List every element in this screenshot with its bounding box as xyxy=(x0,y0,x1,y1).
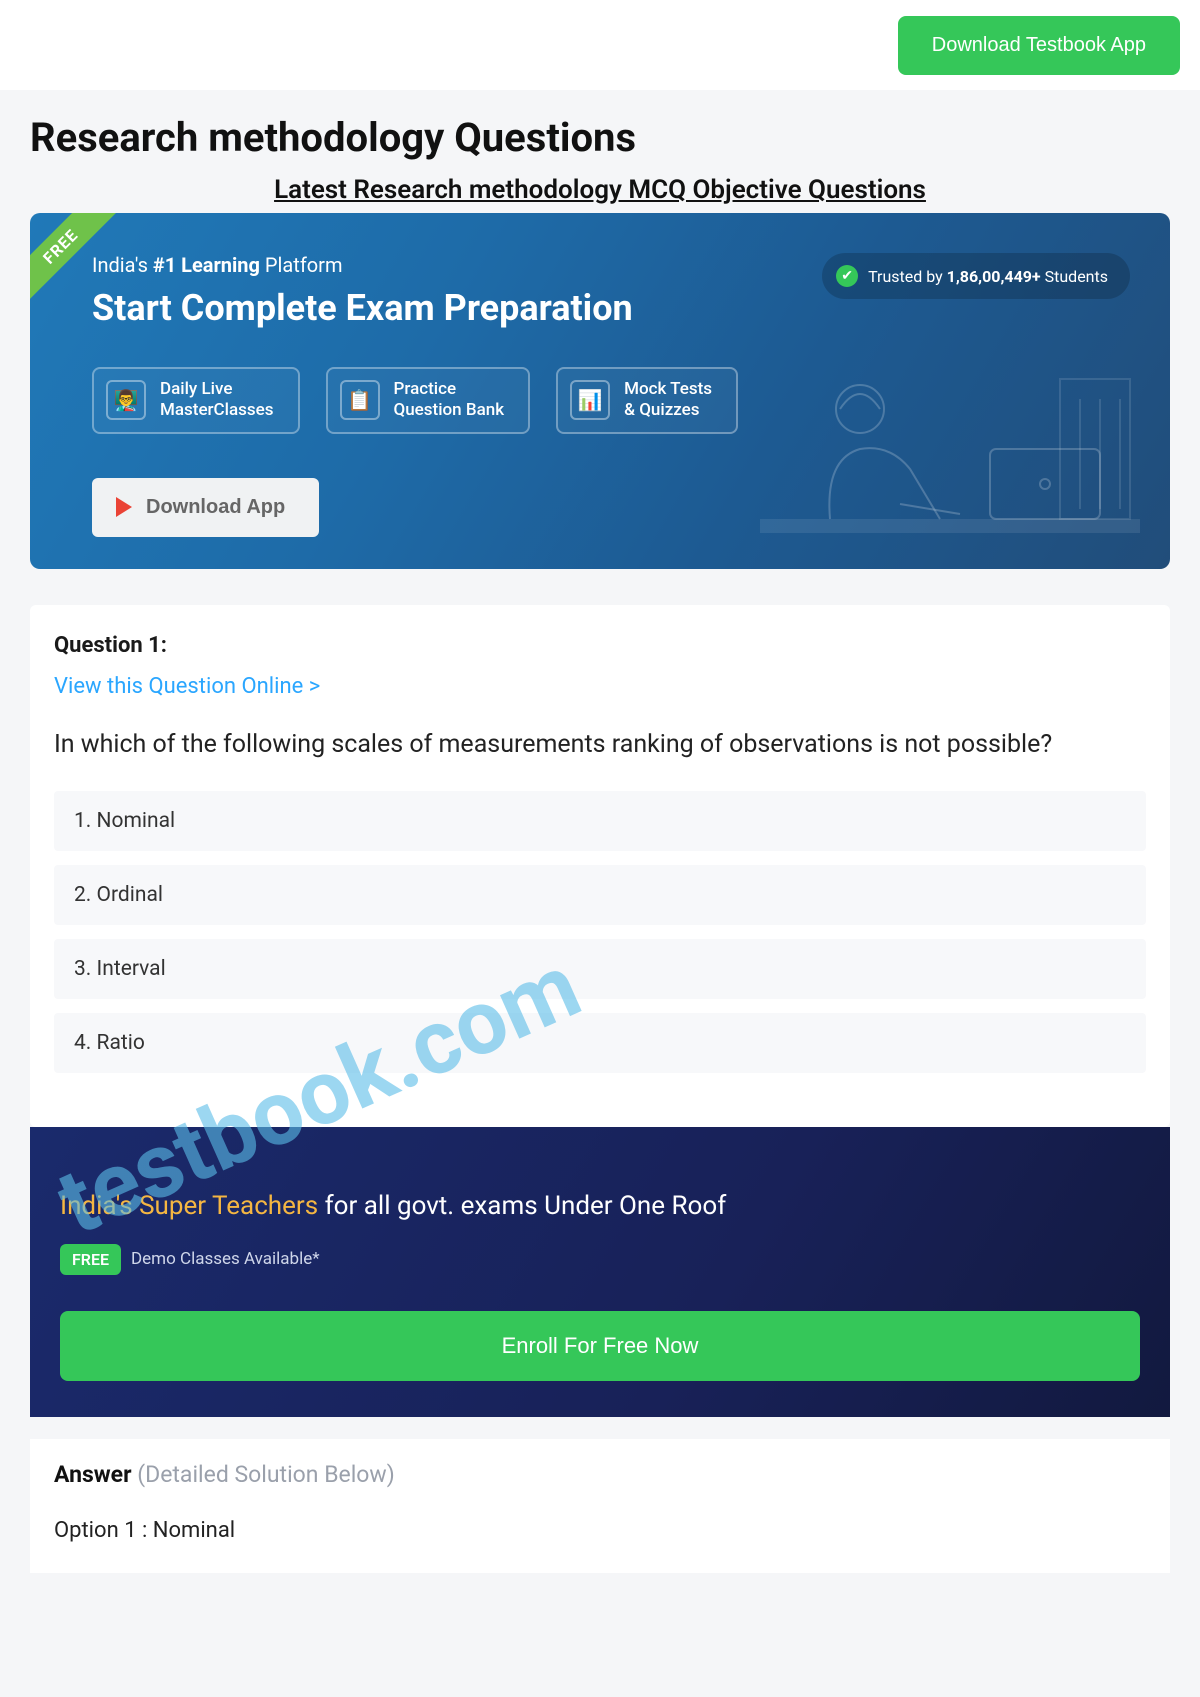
feature-text: Practice Question Bank xyxy=(394,379,505,422)
teacher-icon: 👨‍🏫 xyxy=(106,380,146,420)
page-title-section: Research methodology Questions Latest Re… xyxy=(0,90,1200,213)
tagline-prefix: India's xyxy=(92,253,153,277)
feature-question-bank[interactable]: 📋 Practice Question Bank xyxy=(326,367,531,434)
promo-tagline: India's #1 Learning Platform xyxy=(92,253,633,277)
tagline-suffix: Platform xyxy=(260,253,343,277)
play-store-icon xyxy=(116,497,132,517)
free-pill: FREE xyxy=(60,1244,121,1275)
trusted-count: 1,86,00,449+ xyxy=(947,267,1041,286)
feature-masterclasses[interactable]: 👨‍🏫 Daily Live MasterClasses xyxy=(92,367,300,434)
demo-row: FREE Demo Classes Available* xyxy=(60,1244,1140,1275)
tagline-bold: #1 Learning xyxy=(153,253,260,277)
answer-sub: (Detailed Solution Below) xyxy=(137,1461,394,1488)
student-illustration xyxy=(760,349,1140,549)
demo-text: Demo Classes Available* xyxy=(131,1249,320,1269)
enroll-banner: India's Super Teachers for all govt. exa… xyxy=(30,1127,1170,1417)
trusted-suffix: Students xyxy=(1041,267,1108,286)
download-app-label: Download App xyxy=(146,496,285,519)
feature-line1: Mock Tests xyxy=(624,379,712,399)
feature-line1: Practice xyxy=(394,379,457,399)
option-2[interactable]: 2. Ordinal xyxy=(54,865,1146,925)
feature-text: Daily Live MasterClasses xyxy=(160,379,274,422)
question-card: Question 1: View this Question Online > … xyxy=(30,605,1170,1127)
feature-line2: MasterClasses xyxy=(160,400,274,420)
options-list: 1. Nominal 2. Ordinal 3. Interval 4. Rat… xyxy=(54,791,1146,1073)
trusted-prefix: Trusted by xyxy=(868,267,947,286)
chart-icon: 📊 xyxy=(570,380,610,420)
question-label: Question 1: xyxy=(54,633,1146,658)
page-title: Research methodology Questions xyxy=(30,114,1170,161)
trusted-text: Trusted by 1,86,00,449+ Students xyxy=(868,267,1108,286)
check-icon: ✔ xyxy=(836,265,858,287)
feature-line2: & Quizzes xyxy=(624,400,699,420)
answer-heading: Answer (Detailed Solution Below) xyxy=(54,1461,1146,1488)
page-subtitle: Latest Research methodology MCQ Objectiv… xyxy=(30,175,1170,205)
option-1[interactable]: 1. Nominal xyxy=(54,791,1146,851)
enroll-highlight: India's Super Teachers xyxy=(60,1191,318,1221)
enroll-rest: for all govt. exams Under One Roof xyxy=(318,1191,726,1221)
answer-label: Answer xyxy=(54,1461,132,1488)
enroll-free-button[interactable]: Enroll For Free Now xyxy=(60,1311,1140,1381)
promo-heading: Start Complete Exam Preparation xyxy=(92,287,633,329)
option-4[interactable]: 4. Ratio xyxy=(54,1013,1146,1073)
option-3[interactable]: 3. Interval xyxy=(54,939,1146,999)
feature-mock-tests[interactable]: 📊 Mock Tests & Quizzes xyxy=(556,367,738,434)
answer-option: Option 1 : Nominal xyxy=(54,1518,1146,1543)
feature-line2: Question Bank xyxy=(394,400,505,420)
feature-line1: Daily Live xyxy=(160,379,232,399)
view-question-link[interactable]: View this Question Online > xyxy=(54,674,320,699)
topbar: Download Testbook App xyxy=(0,0,1200,90)
download-app-button[interactable]: Download App xyxy=(92,478,319,537)
enroll-heading: India's Super Teachers for all govt. exa… xyxy=(60,1187,1140,1226)
trusted-pill: ✔ Trusted by 1,86,00,449+ Students xyxy=(822,253,1130,299)
list-icon: 📋 xyxy=(340,380,380,420)
feature-text: Mock Tests & Quizzes xyxy=(624,379,712,422)
answer-card: Answer (Detailed Solution Below) Option … xyxy=(30,1439,1170,1573)
download-testbook-app-button[interactable]: Download Testbook App xyxy=(898,16,1180,75)
question-text: In which of the following scales of meas… xyxy=(54,727,1146,763)
promo-banner: FREE India's #1 Learning Platform Start … xyxy=(30,213,1170,569)
